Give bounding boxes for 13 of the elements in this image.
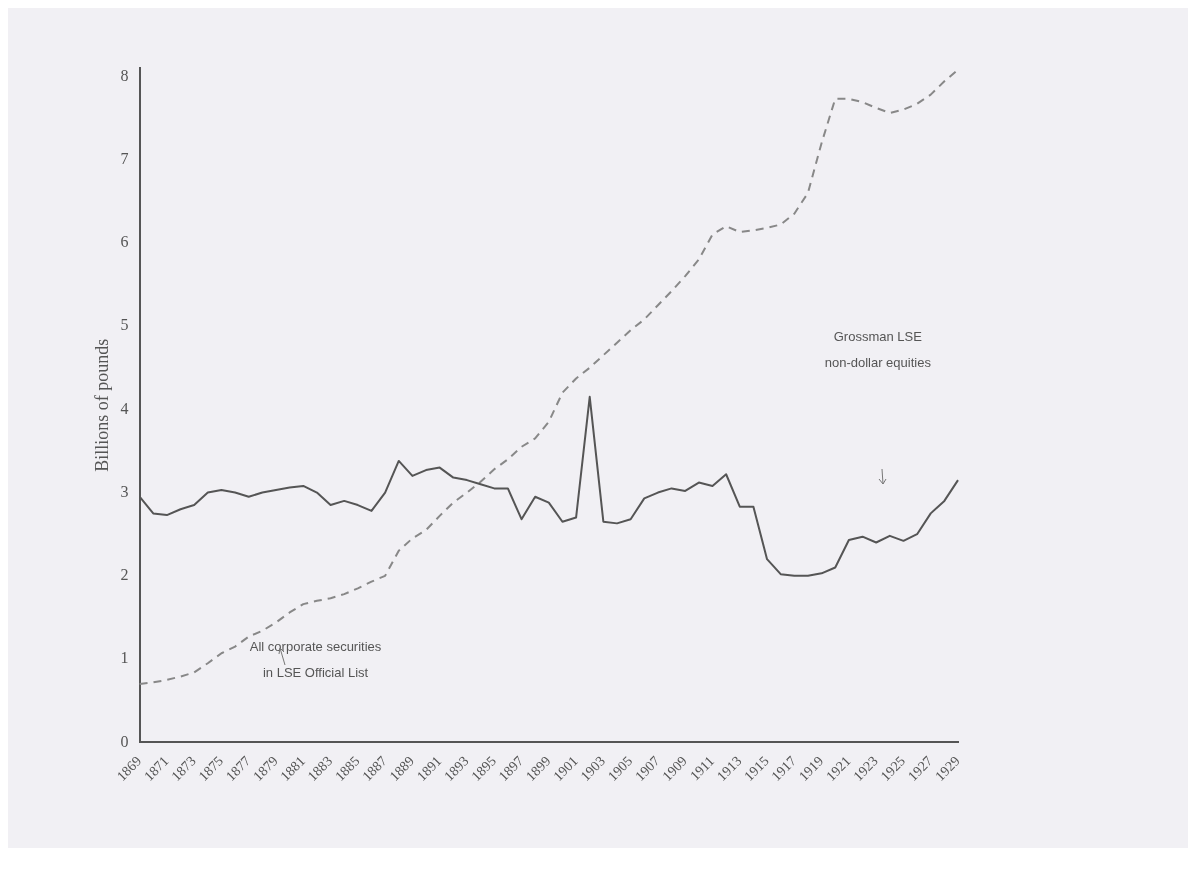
- y-tick-label: 6: [120, 233, 129, 251]
- line-series: [138, 68, 959, 686]
- annotation: Grossman LSE non-dollar equities: [824, 329, 932, 371]
- y-tick-label: 0: [120, 732, 129, 750]
- y-tick-label: 4: [120, 399, 129, 417]
- y-tick-label: 1: [120, 649, 129, 667]
- y-axis-title: Billions of pounds: [91, 338, 112, 472]
- y-tick-label: 5: [120, 316, 129, 334]
- y-tick-label: 3: [120, 482, 129, 500]
- y-tick-label: 7: [120, 149, 129, 167]
- annotation: All corporate securities in LSE Official List: [249, 639, 382, 681]
- y-tick-label: 8: [120, 66, 129, 84]
- y-tick-label: 2: [120, 566, 129, 584]
